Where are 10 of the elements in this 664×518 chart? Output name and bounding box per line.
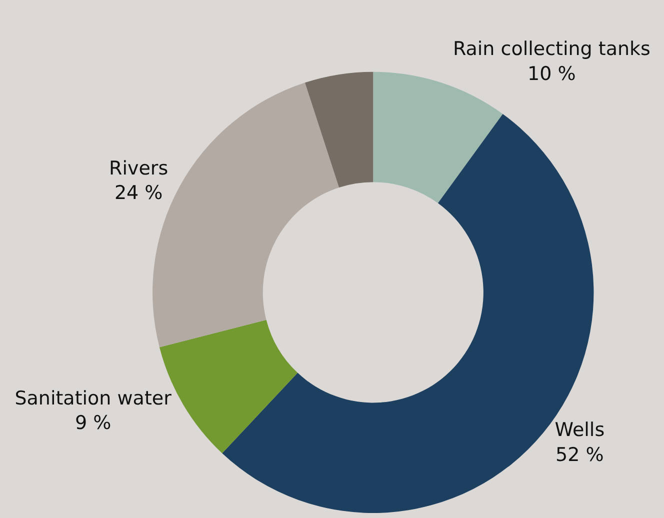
- data-label: 9 %: [74, 412, 112, 434]
- data-label: 24 %: [114, 182, 163, 204]
- donut-slice: [304, 72, 374, 188]
- slice-label: Wells: [554, 419, 605, 442]
- slice-label: Sanitation water: [14, 387, 172, 410]
- donut-slice: [373, 72, 503, 204]
- slice-label: Rivers: [109, 157, 168, 180]
- slice-label: Rain collecting tanks: [452, 38, 650, 60]
- data-label: 52 %: [556, 444, 604, 466]
- data-label: 10 %: [528, 62, 576, 85]
